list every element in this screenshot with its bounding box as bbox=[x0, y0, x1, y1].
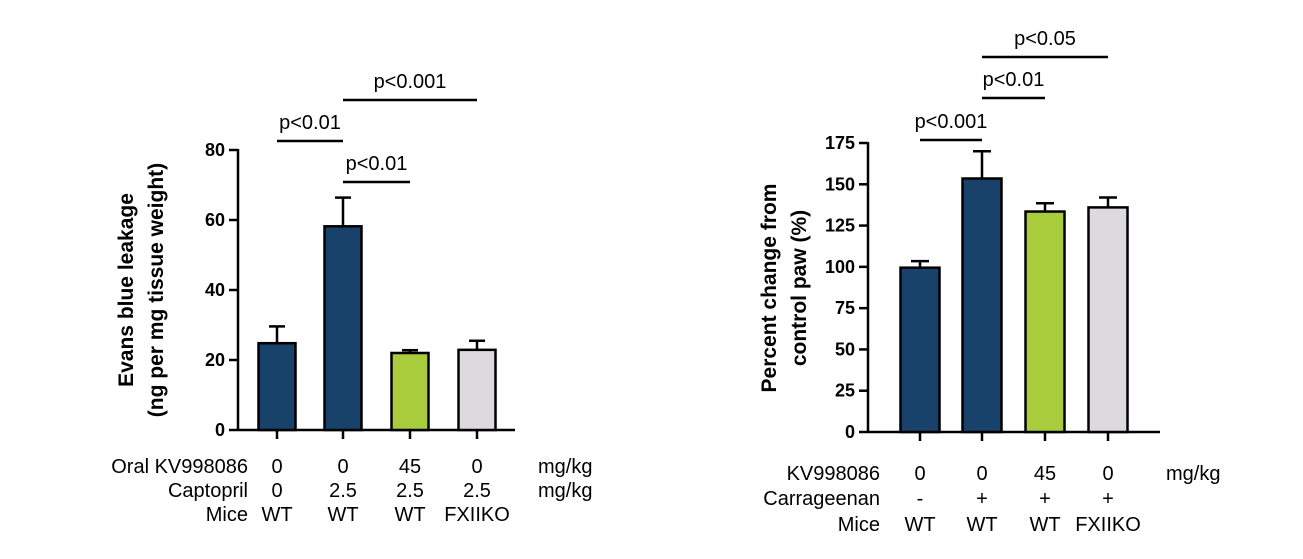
bar bbox=[323, 225, 363, 432]
y-axis-title: Percent change from bbox=[758, 184, 781, 393]
condition-value: WT bbox=[966, 514, 997, 536]
bar bbox=[899, 266, 941, 434]
chart-panel-2: 0 25 50 75 100 125 150 175 Percent change from co… bbox=[758, 28, 1220, 536]
condition-value: 0 bbox=[1102, 463, 1113, 485]
chart-panel-1: 0 20 40 60 80 Evans blue leakage (ng per mg ti… bbox=[111, 71, 592, 526]
y-axis-title: Evans blue leakage bbox=[115, 193, 138, 387]
y-tick-label: 80 bbox=[205, 140, 225, 160]
y-axis-title: control paw (%) bbox=[788, 210, 811, 366]
y-tick-label: 75 bbox=[835, 298, 855, 318]
condition-row-label: Mice bbox=[838, 514, 880, 536]
p-value-label: p<0.001 bbox=[915, 111, 988, 133]
condition-value: 0 bbox=[976, 463, 987, 485]
bar bbox=[257, 341, 297, 432]
condition-unit: mg/kg bbox=[1166, 463, 1220, 485]
y-axis-title: (ng per mg tissue weight) bbox=[145, 163, 168, 417]
condition-value: WT bbox=[394, 504, 425, 526]
condition-value: WT bbox=[261, 504, 292, 526]
bar bbox=[1087, 206, 1129, 434]
condition-value: - bbox=[917, 488, 924, 510]
condition-value: 45 bbox=[399, 456, 421, 478]
y-tick-label: 25 bbox=[835, 381, 855, 401]
p-value-label: p<0.001 bbox=[374, 71, 447, 93]
condition-value: 0 bbox=[271, 480, 282, 502]
condition-value: WT bbox=[904, 514, 935, 536]
condition-row-label: Carrageenan bbox=[763, 488, 880, 510]
condition-value: 0 bbox=[271, 456, 282, 478]
condition-value: + bbox=[976, 488, 988, 510]
bar bbox=[1024, 210, 1066, 434]
bar bbox=[961, 177, 1003, 434]
condition-row-label: Mice bbox=[206, 504, 248, 526]
condition-row-label: Oral KV998086 bbox=[111, 456, 248, 478]
condition-value: + bbox=[1039, 488, 1051, 510]
y-tick-label: 50 bbox=[835, 339, 855, 359]
condition-value: 2.5 bbox=[463, 480, 491, 502]
y-tick-label: 40 bbox=[205, 280, 225, 300]
condition-value: 45 bbox=[1034, 463, 1056, 485]
bar bbox=[457, 348, 497, 432]
condition-unit: mg/kg bbox=[538, 480, 592, 502]
condition-value: 2.5 bbox=[396, 480, 424, 502]
condition-value: + bbox=[1102, 488, 1114, 510]
y-tick-label: 125 bbox=[825, 216, 855, 236]
p-value-label: p<0.05 bbox=[1014, 28, 1076, 50]
bar bbox=[390, 351, 430, 432]
condition-value: 0 bbox=[337, 456, 348, 478]
y-tick-label: 20 bbox=[205, 350, 225, 370]
y-tick-label: 150 bbox=[825, 174, 855, 194]
y-tick-label: 60 bbox=[205, 210, 225, 230]
p-value-label: p<0.01 bbox=[983, 69, 1045, 91]
condition-unit: mg/kg bbox=[538, 456, 592, 478]
y-tick-label: 100 bbox=[825, 257, 855, 277]
y-tick-label: 0 bbox=[215, 420, 225, 440]
condition-value: 2.5 bbox=[329, 480, 357, 502]
condition-row-label: KV998086 bbox=[787, 463, 880, 485]
condition-value: FXIIKO bbox=[1075, 514, 1141, 536]
condition-value: 0 bbox=[914, 463, 925, 485]
condition-value: WT bbox=[1029, 514, 1060, 536]
condition-value: FXIIKO bbox=[444, 504, 510, 526]
condition-value: WT bbox=[327, 504, 358, 526]
p-value-label: p<0.01 bbox=[279, 112, 341, 134]
y-tick-label: 0 bbox=[845, 422, 855, 442]
condition-value: 0 bbox=[471, 456, 482, 478]
condition-row-label: Captopril bbox=[168, 480, 248, 502]
p-value-label: p<0.01 bbox=[346, 153, 408, 175]
y-tick-label: 175 bbox=[825, 133, 855, 153]
